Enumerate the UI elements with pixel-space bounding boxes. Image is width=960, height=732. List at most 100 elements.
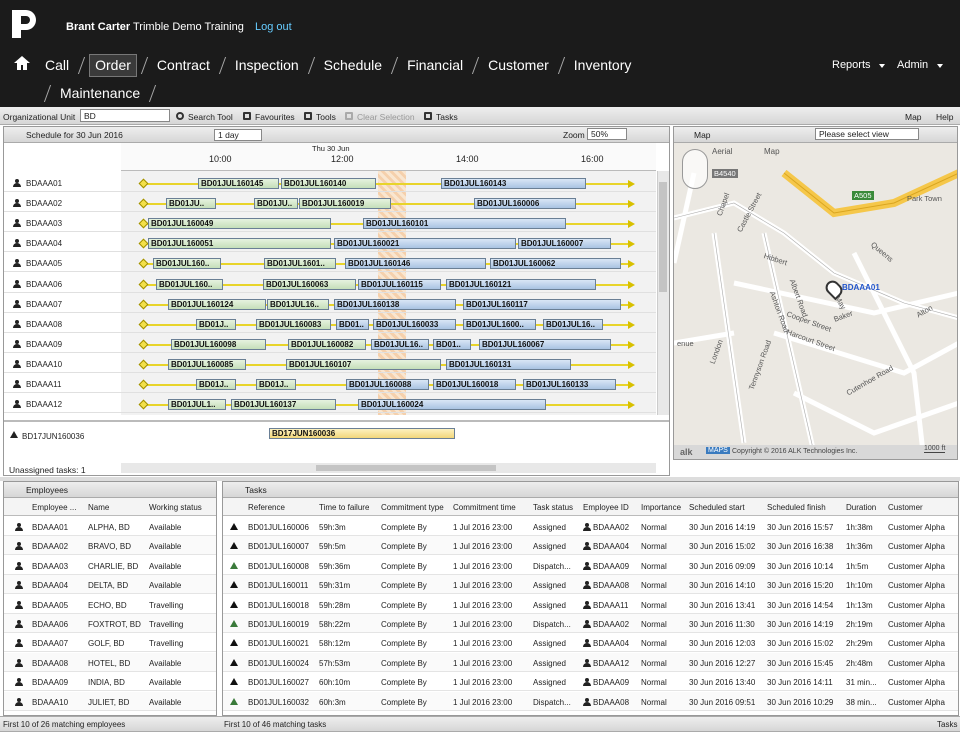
task-bar[interactable]: BD01JUL160085	[168, 358, 246, 370]
task-bar[interactable]: BD01JUL160143	[441, 178, 586, 189]
map-mode[interactable]: Aerial	[712, 147, 733, 156]
task-bar[interactable]: BD01JUL160063	[263, 278, 356, 290]
table-row[interactable]	[4, 672, 216, 692]
task-bar[interactable]: BD01JUL160049	[148, 218, 331, 230]
task-bar[interactable]: BD01JUL160018	[433, 379, 516, 390]
employee-label[interactable]: BDAAA07	[26, 299, 63, 309]
column-header-cell[interactable]: Reference	[248, 503, 285, 512]
nav-item[interactable]: Call	[45, 57, 70, 73]
task-bar[interactable]: BD01..	[336, 318, 369, 330]
table-row[interactable]	[4, 536, 216, 556]
employee-label[interactable]: BDAAA06	[26, 279, 63, 289]
task-bar[interactable]: BD01JUL16..	[371, 338, 429, 350]
column-header-cell[interactable]: Scheduled finish	[767, 503, 826, 512]
nav-item[interactable]: Customer	[488, 57, 549, 73]
map-marker-label[interactable]: BDAAA01	[842, 283, 880, 292]
task-bar[interactable]: BD01JUL160117	[463, 298, 621, 310]
task-bar[interactable]: BD01..	[433, 338, 471, 350]
unassigned-label[interactable]: BD17JUN160036	[22, 432, 85, 441]
tool-button[interactable]: Clear Selection	[357, 112, 415, 122]
employee-label[interactable]: BDAAA01	[26, 179, 63, 188]
table-row[interactable]	[223, 594, 958, 614]
employee-label[interactable]: BDAAA10	[26, 359, 63, 369]
task-bar[interactable]: BD01JUL16..	[267, 298, 329, 310]
task-bar[interactable]: BD01JUL160006	[474, 198, 576, 210]
column-header-cell[interactable]: Employee ID	[583, 503, 629, 512]
column-header-cell[interactable]: Customer	[888, 503, 923, 512]
task-bar[interactable]: BD01JUL160062	[490, 258, 621, 270]
column-header-cell[interactable]: Employee ...	[32, 503, 77, 512]
table-row[interactable]	[223, 652, 958, 672]
task-bar[interactable]: BD01JUL160024	[358, 399, 546, 411]
task-bar[interactable]: BD01JUL160019	[299, 198, 391, 210]
nav-item[interactable]: Schedule	[323, 57, 383, 73]
table-row[interactable]	[223, 575, 958, 595]
map-zoom-control[interactable]	[682, 149, 708, 189]
nav-menu[interactable]: Reports	[832, 59, 871, 71]
column-header-cell[interactable]: Duration	[846, 503, 877, 512]
task-bar[interactable]: BD01JUL160133	[523, 379, 616, 390]
task-bar[interactable]: BD01JUL160140	[281, 178, 376, 189]
task-bar[interactable]: BD01JUL160021	[334, 238, 516, 250]
task-bar[interactable]: BD01JUL160067	[479, 338, 611, 350]
task-bar[interactable]: BD01JUL160138	[334, 298, 456, 310]
task-bar[interactable]: BD01JUL160088	[346, 379, 429, 390]
task-bar[interactable]: BD01J..	[256, 379, 296, 390]
task-bar[interactable]: BD01JUL160101	[363, 218, 566, 230]
org-unit-select[interactable]: BD	[80, 109, 170, 122]
task-bar[interactable]: BD01JUL160121	[446, 278, 596, 290]
column-header-cell[interactable]: Time to failure	[319, 503, 370, 512]
employee-label[interactable]: BDAAA11	[26, 380, 62, 389]
interval-select[interactable]: 1 day	[214, 129, 262, 141]
task-bar[interactable]: BD01JUL160082	[288, 338, 366, 350]
table-row[interactable]	[4, 633, 216, 653]
task-bar[interactable]: BD01J..	[196, 379, 236, 390]
table-row[interactable]	[223, 672, 958, 692]
task-bar[interactable]: BD01JUL160098	[171, 338, 266, 350]
table-row[interactable]	[4, 517, 216, 536]
tool-button[interactable]: Search Tool	[188, 112, 233, 122]
task-bar[interactable]: BD01JUL160131	[446, 358, 571, 370]
nav-item[interactable]: Maintenance	[60, 85, 141, 101]
map-mode[interactable]: Map	[764, 147, 780, 156]
task-bar[interactable]: BD01JUL160033	[373, 318, 456, 330]
toolbar-right[interactable]: Help	[936, 112, 954, 122]
column-header-cell[interactable]: Commitment type	[381, 503, 444, 512]
task-bar[interactable]: BD01J..	[196, 318, 236, 330]
tool-button[interactable]: Favourites	[255, 112, 295, 122]
employee-label[interactable]: BDAAA03	[26, 219, 63, 229]
task-bar[interactable]: BD01JUL160146	[345, 258, 486, 270]
view-select[interactable]: Please select view	[815, 128, 919, 140]
employee-label[interactable]: BDAAA04	[26, 239, 63, 249]
nav-item[interactable]: Contract	[156, 57, 210, 73]
task-bar[interactable]: BD01JUL160145	[198, 178, 279, 189]
home-icon[interactable]	[13, 55, 31, 71]
table-row[interactable]	[223, 691, 958, 711]
table-row[interactable]	[223, 536, 958, 556]
column-header-cell[interactable]: Name	[88, 503, 110, 512]
table-row[interactable]	[223, 517, 958, 536]
task-bar[interactable]: BD01JUL160007	[518, 238, 611, 250]
table-row[interactable]	[4, 614, 216, 633]
nav-item[interactable]: Order	[89, 54, 137, 77]
employee-label[interactable]: BDAAA08	[26, 319, 63, 329]
table-row[interactable]	[4, 555, 216, 575]
nav-item[interactable]: Inspection	[234, 57, 299, 73]
employee-label[interactable]: BDAAA05	[26, 259, 63, 269]
task-bar[interactable]: BD01JUL1601..	[264, 258, 336, 270]
table-row[interactable]	[223, 633, 958, 653]
table-row[interactable]	[223, 614, 958, 633]
task-bar[interactable]: BD01JUL16..	[543, 318, 603, 330]
tool-button[interactable]: Tools	[316, 112, 336, 122]
task-bar[interactable]: BD01JUL160051	[148, 238, 331, 250]
task-bar[interactable]: BD01JU..	[254, 198, 298, 210]
column-header-cell[interactable]: Scheduled start	[689, 503, 745, 512]
task-bar[interactable]: BD01JU..	[166, 198, 216, 210]
task-bar[interactable]: BD01JUL160115	[358, 278, 441, 290]
column-header-cell[interactable]: Task status	[533, 503, 574, 512]
zoom-select[interactable]: 50%	[587, 128, 627, 140]
task-bar[interactable]: BD01JUL160137	[231, 399, 336, 411]
logout-link[interactable]: Log out	[255, 21, 292, 33]
task-bar[interactable]: BD01JUL160124	[168, 298, 266, 310]
column-header-cell[interactable]: Importance	[641, 503, 682, 512]
